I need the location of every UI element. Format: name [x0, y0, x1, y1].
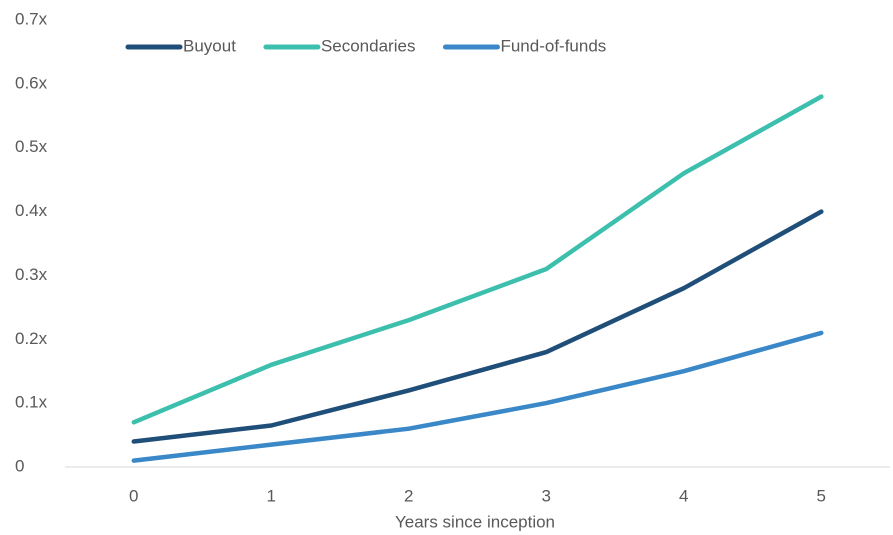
x-axis-label: Years since inception — [395, 512, 555, 531]
legend-label: Buyout — [183, 36, 236, 55]
line-series — [131, 94, 824, 425]
x-tick-label: 2 — [404, 486, 413, 505]
line-series — [131, 209, 824, 444]
y-tick-label: 0.1x — [15, 393, 48, 412]
x-tick-label: 3 — [542, 486, 551, 505]
y-tick-label: 0.6x — [15, 73, 48, 92]
y-tick-label: 0 — [15, 456, 24, 475]
x-tick-label: 0 — [129, 486, 138, 505]
y-tick-label: 0.5x — [15, 137, 48, 156]
x-tick-label: 5 — [817, 486, 826, 505]
y-tick-label: 0.3x — [15, 265, 48, 284]
y-tick-label: 0.4x — [15, 201, 48, 220]
legend-label: Secondaries — [321, 36, 416, 55]
line-series — [131, 330, 824, 463]
x-tick-label: 4 — [679, 486, 688, 505]
y-tick-label: 0.7x — [15, 9, 48, 28]
x-tick-label: 1 — [267, 486, 276, 505]
y-tick-label: 0.2x — [15, 329, 48, 348]
legend-label: Fund-of-funds — [500, 36, 606, 55]
